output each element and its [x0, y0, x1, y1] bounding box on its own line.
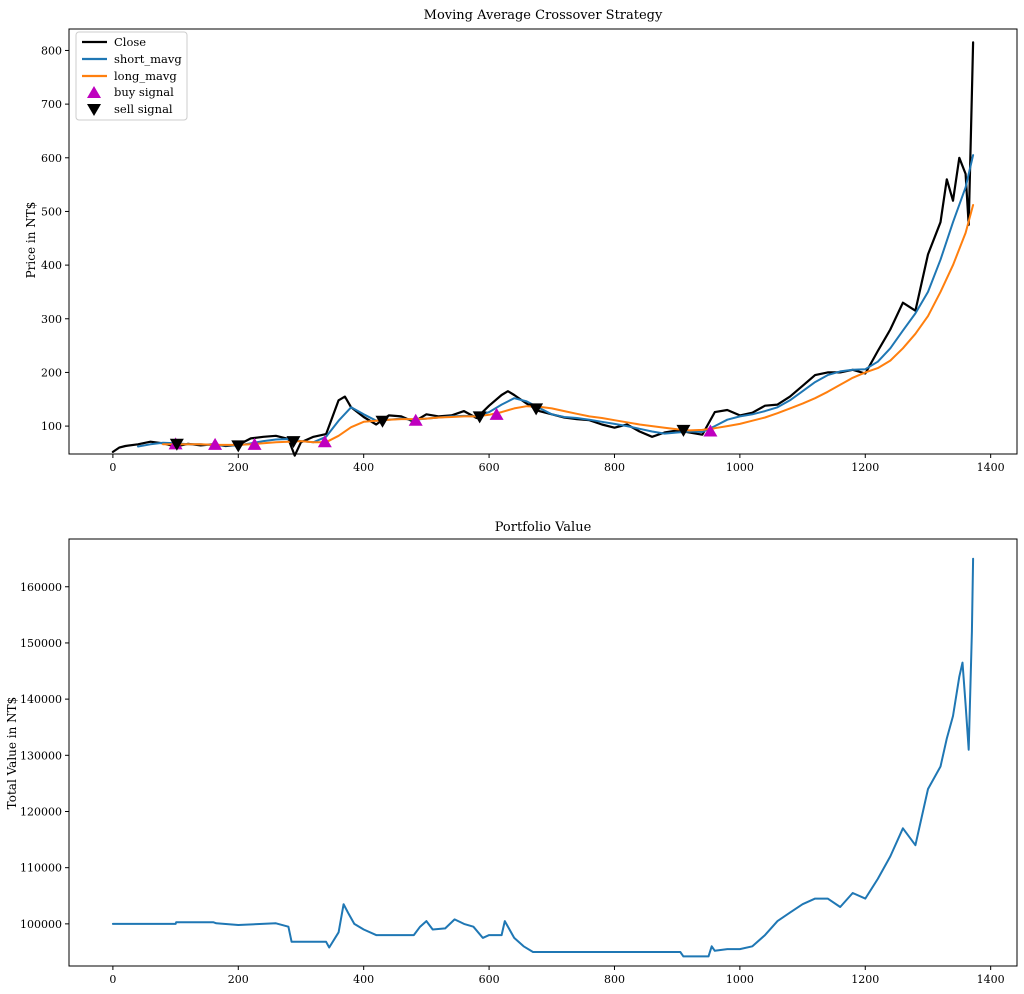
- series-line-close: [111, 41, 975, 457]
- x-tick-label: 1400: [977, 973, 1005, 986]
- price-chart-frame: [68, 28, 1018, 455]
- x-tick-label: 800: [604, 461, 625, 474]
- price-chart-y-axis-label: Price in NT$: [24, 202, 38, 279]
- sell-signal-marker: [472, 411, 487, 424]
- price-chart: Moving Average Crossover Strategy Price …: [24, 8, 1018, 474]
- legend-entry-sell-signal: sell signal: [87, 102, 173, 116]
- buy-signal-marker: [247, 437, 262, 450]
- legend-label-buy-signal: buy signal: [114, 85, 174, 99]
- x-tick-label: 1200: [851, 973, 879, 986]
- buy-signal-marker: [208, 437, 223, 450]
- y-tick-label: 100000: [20, 918, 62, 931]
- sell-signal-marker: [286, 436, 301, 449]
- x-tick-label: 1000: [726, 461, 754, 474]
- buy-signal-marker: [408, 413, 423, 426]
- sell-signal-marker: [169, 438, 184, 451]
- x-tick-label: 1400: [977, 461, 1005, 474]
- y-tick-label: 700: [41, 98, 62, 111]
- legend-label-sell-signal: sell signal: [114, 102, 173, 116]
- series-line-series-0: [111, 557, 975, 958]
- sell-signal-marker: [231, 440, 246, 453]
- legend-label-close: Close: [114, 35, 146, 49]
- legend-entry-long-mavg: long_mavg: [82, 69, 177, 83]
- x-tick-label: 400: [353, 461, 374, 474]
- x-tick-label: 200: [228, 461, 249, 474]
- x-tick-label: 0: [109, 461, 116, 474]
- legend-label-long-mavg: long_mavg: [114, 69, 177, 83]
- legend-entry-buy-signal: buy signal: [87, 85, 174, 99]
- portfolio-chart-ticks: 0 200 400 600 800 1000 1200 1400 100000 110000 120…: [20, 581, 1005, 986]
- portfolio-chart-title: Portfolio Value: [495, 520, 592, 535]
- buy-signal-marker: [703, 424, 718, 437]
- y-tick-label: 150000: [20, 637, 62, 650]
- y-tick-label: 110000: [20, 862, 62, 875]
- sell-signal-marker: [676, 424, 691, 437]
- legend-entry-short-mavg: short_mavg: [82, 52, 182, 66]
- legend-entry-close: Close: [82, 35, 146, 49]
- y-tick-label: 120000: [20, 805, 62, 818]
- x-tick-label: 1200: [851, 461, 879, 474]
- portfolio-chart-plot-area: [111, 557, 975, 958]
- legend-marker-sell-signal: [87, 104, 101, 116]
- legend-label-short-mavg: short_mavg: [114, 52, 182, 66]
- buy-signal-marker: [317, 435, 332, 448]
- y-tick-label: 300: [41, 313, 62, 326]
- y-tick-label: 140000: [20, 693, 62, 706]
- y-tick-label: 400: [41, 259, 62, 272]
- buy-signal-marker: [489, 407, 504, 420]
- y-tick-label: 800: [41, 44, 62, 57]
- y-tick-label: 500: [41, 205, 62, 218]
- x-tick-label: 600: [479, 973, 500, 986]
- price-chart-title: Moving Average Crossover Strategy: [424, 8, 663, 23]
- portfolio-chart-frame: [68, 538, 1018, 967]
- price-chart-legend: Close short_mavg long_mavg buy signal se…: [75, 31, 188, 121]
- y-tick-label: 160000: [20, 581, 62, 594]
- portfolio-chart-y-axis-label: Total Value in NT$: [5, 697, 19, 810]
- legend-marker-buy-signal: [87, 86, 101, 98]
- sell-signal-marker: [375, 415, 390, 428]
- y-tick-label: 200: [41, 366, 62, 379]
- portfolio-chart: Portfolio Value Total Value in NT$ 0 200 4…: [5, 520, 1018, 986]
- legend-box: [75, 31, 188, 121]
- price-chart-ticks: 0 200 400 600 800 1000 1200 1400 100 200 300 400 500…: [41, 44, 1005, 474]
- y-tick-label: 100: [41, 420, 62, 433]
- y-tick-label: 130000: [20, 749, 62, 762]
- x-tick-label: 800: [604, 973, 625, 986]
- x-tick-label: 0: [109, 973, 116, 986]
- series-line-long-mavg: [162, 204, 975, 446]
- x-tick-label: 400: [353, 973, 374, 986]
- x-tick-label: 600: [479, 461, 500, 474]
- price-chart-plot-area: [111, 41, 975, 457]
- y-tick-label: 600: [41, 152, 62, 165]
- x-tick-label: 1000: [726, 973, 754, 986]
- series-line-short-mavg: [137, 154, 975, 448]
- x-tick-label: 200: [228, 973, 249, 986]
- sell-signal-marker: [529, 403, 544, 416]
